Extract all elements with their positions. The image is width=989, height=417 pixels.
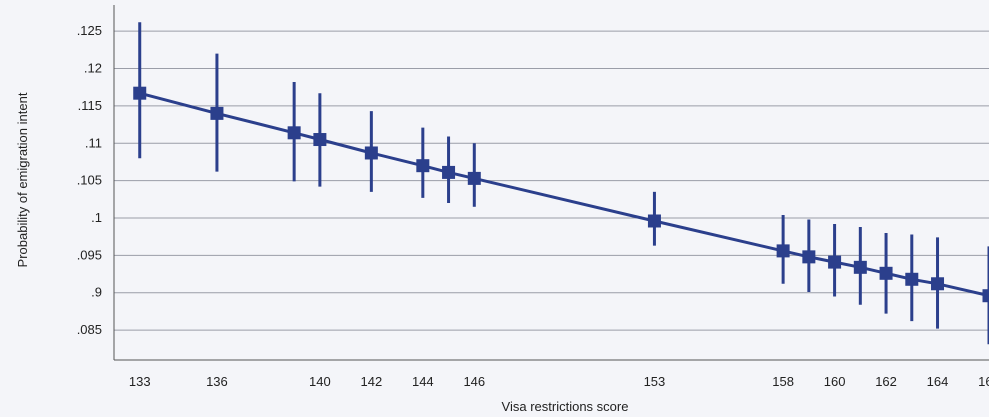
axes [113,5,989,361]
y-axis-label: Probability of emigration intent [15,92,30,267]
data-point-14 [905,272,919,286]
x-axis-label: Visa restrictions score [502,399,629,414]
x-tick-label-9: 162 [875,374,897,389]
y-tick-label-6: .115 [78,98,102,113]
x-tick-label-3: 142 [361,374,383,389]
data-point-9 [776,244,790,258]
data-point-10 [802,250,816,264]
data-point-6 [442,165,456,179]
y-tick-label-2: .095 [77,247,102,262]
series [133,22,989,345]
x-tick-label-6: 153 [644,374,666,389]
data-point-7 [467,171,481,185]
y-tick-label-3: .1 [91,210,102,225]
data-point-5 [416,159,430,173]
data-point-1 [210,106,224,120]
data-point-13 [879,266,893,280]
y-tick-label-4: .105 [77,173,102,188]
x-tick-label-2: 140 [309,374,331,389]
data-point-12 [853,260,867,274]
data-point-15 [931,277,945,291]
x-tick-label-8: 160 [824,374,846,389]
data-point-8 [647,214,661,228]
data-point-11 [828,255,842,269]
x-tick-label-0: 133 [129,374,151,389]
x-tick-labels: 133 136 140 142 144 146 153 158 160 162 164 166 [129,374,989,389]
data-point-2 [287,126,301,140]
y-tick-label-1: .9 [91,285,102,300]
x-tick-label-5: 146 [463,374,485,389]
data-point-3 [313,133,327,147]
data-point-0 [133,86,147,100]
gridlines [114,30,989,331]
y-tick-label-5: .11 [85,135,102,150]
data-point-16 [982,289,989,303]
x-tick-label-1: 136 [206,374,228,389]
x-tick-label-11: 166 [978,374,989,389]
x-tick-label-4: 144 [412,374,434,389]
y-tick-label-8: .125 [77,23,102,38]
data-point-4 [364,146,378,160]
y-tick-label-7: .12 [84,61,102,76]
y-tick-label-0: .085 [77,322,102,337]
x-tick-label-7: 158 [772,374,794,389]
y-tick-labels: .085 .9 .095 .1 .105 .11 .115 .12 .125 [77,23,102,337]
x-tick-label-10: 164 [927,374,949,389]
